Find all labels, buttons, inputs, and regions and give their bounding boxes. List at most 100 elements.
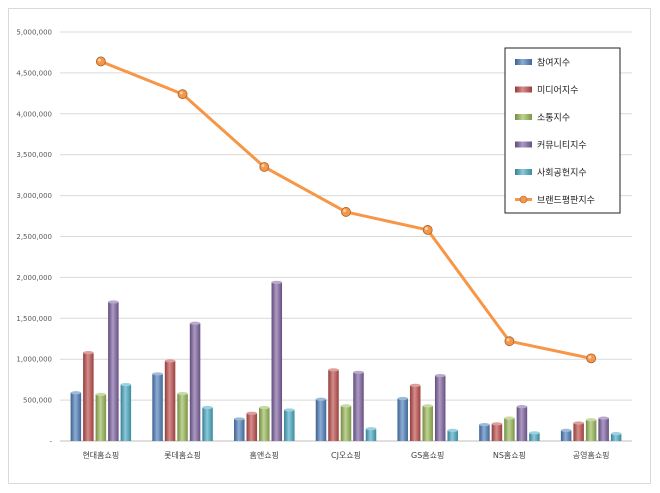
bar [284,409,295,441]
bar-cap [120,382,132,387]
bar-cap [504,416,515,420]
legend-label: 커뮤니티지수 [537,140,587,151]
legend-label: 미디어지수 [537,85,578,96]
bar [573,423,584,441]
bar [259,407,270,441]
legend-label: 참여지수 [537,57,570,69]
bar-cap [271,280,283,284]
x-tick-label: 롯데홈쇼핑 [164,450,201,460]
y-tick-label: 2,000,000 [16,274,52,282]
bar-cap [573,421,584,425]
bar [491,423,503,441]
bar [70,392,82,441]
legend-label: 사회공헌지수 [537,168,587,179]
y-tick-label: 3,500,000 [16,151,52,159]
line-point-highlight [98,58,102,62]
x-tick-label: CJ오쇼핑 [331,450,361,460]
bar [152,373,163,441]
bar [108,301,119,441]
bar [177,393,188,441]
legend-swatch [515,141,532,148]
bar [409,385,421,441]
bar-cap [447,428,458,432]
line-point [422,225,433,235]
line-point-highlight [261,164,265,168]
bar-cap [365,427,377,431]
bar [365,428,377,441]
bar-cap [409,383,421,387]
y-axis: - 500,000 1,000,000 1,500,000 2,000,000 2,500… [16,29,52,446]
bar-cap [284,408,295,412]
bar [610,433,622,441]
bar-cap [491,422,503,426]
bar-cap [610,432,622,436]
legend-swatch [515,86,532,93]
bar [315,399,327,441]
bar-cap [189,321,201,325]
bar-cap [422,404,433,408]
line-point [504,336,515,347]
bar-cap [108,300,119,304]
y-tick-label: 2,500,000 [16,233,52,241]
bar-cap [315,397,327,401]
bar [189,323,201,441]
line-point [95,56,106,67]
x-tick-label: 현대홈쇼핑 [82,450,119,460]
bar [120,384,132,441]
bar [234,418,245,441]
bar [504,418,515,441]
bar-cap [516,405,528,409]
bar-cap [353,370,364,374]
y-tick-label: 5,000,000 [16,29,52,37]
bar [83,352,94,441]
bar-cap [83,351,94,355]
bar [422,405,433,441]
line-point-highlight [343,209,347,213]
bar [434,375,446,441]
x-axis: 현대홈쇼핑 롯데홈쇼핑 홈앤쇼핑 CJ오쇼핑 GS홈쇼핑 NS홈쇼핑 공영홈쇼핑 [82,450,609,460]
bar-cap [246,411,258,415]
bar [598,418,609,441]
bar [585,419,597,441]
bar-cap [328,368,339,372]
bar [340,405,352,441]
bar-series [70,280,622,441]
bar-cap [434,373,446,378]
line-point [586,353,597,364]
bar [353,372,364,441]
bar [529,432,540,441]
bar-cap [529,431,540,435]
bar [164,360,176,441]
bar [246,413,258,441]
bar-cap [585,418,597,422]
y-tick-label: 3,000,000 [16,192,52,200]
bar-cap [95,392,107,396]
legend-label: 소통지수 [537,113,570,124]
y-tick-label: - [49,438,52,446]
line-point [177,89,188,100]
bar [397,398,408,441]
bar [447,430,458,441]
y-tick-label: 4,000,000 [16,110,52,118]
x-tick-label: GS홈쇼핑 [411,450,444,460]
legend-swatch [515,114,532,120]
y-tick-label: 1,000,000 [16,356,52,364]
bar-cap [177,391,188,396]
bar-cap [560,428,572,432]
legend-marker [519,195,528,204]
bar-cap [234,417,245,421]
bar-cap [340,404,352,408]
legend-swatch [515,59,532,65]
y-tick-label: 1,500,000 [16,315,52,323]
line-series [95,56,597,364]
line-point-highlight [179,91,183,95]
x-tick-label: 홈앤쇼핑 [250,450,279,460]
bar-cap [479,423,490,427]
bar [560,430,572,441]
line-point [341,207,351,217]
line-point-highlight [424,227,428,231]
line-point-highlight [588,355,592,359]
bar [328,369,339,441]
bar-cap [259,405,270,410]
